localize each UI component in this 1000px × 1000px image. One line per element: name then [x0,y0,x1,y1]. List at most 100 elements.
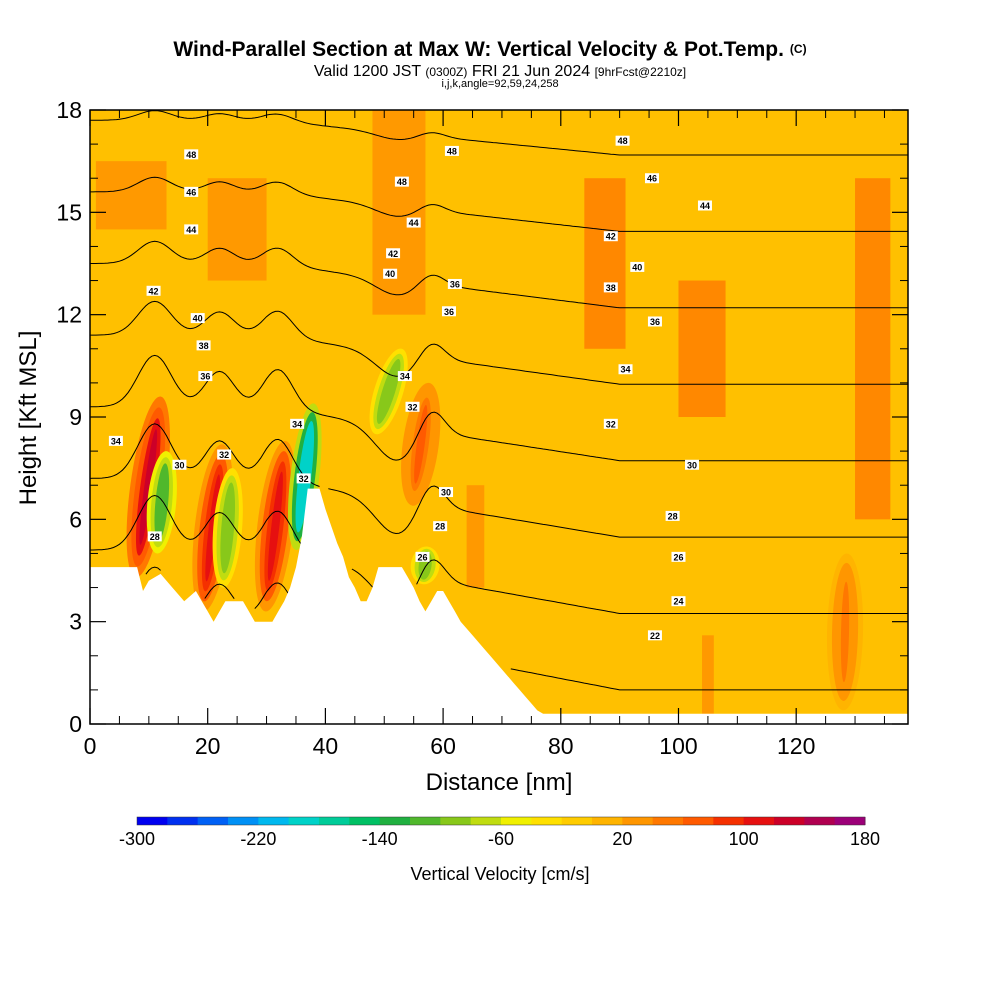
theta-contour-labels: 48 48 48 46 48 46 44 44 44 42 42 42 40 40 40 38 36 38 36 36… [108,135,712,641]
contour-label: 26 [671,551,686,562]
contour-label: 34 [290,418,305,429]
svg-text:36: 36 [200,372,210,382]
svg-text:42: 42 [149,286,159,296]
y-axis-label: Height [Kft MSL] [15,331,42,506]
y-tick-label: 3 [69,609,82,635]
theta-contour [90,494,908,614]
svg-text:48: 48 [447,146,457,156]
y-tick-label: 18 [56,97,82,123]
svg-text:48: 48 [618,136,628,146]
y-tick-label: 0 [69,711,82,737]
contour-label: 28 [665,510,680,521]
svg-text:34: 34 [111,436,121,446]
colorbar-swatch [683,817,714,825]
colorbar-swatch [288,817,320,825]
terrain-mask [90,488,908,724]
colorbar-swatch [470,817,502,825]
svg-text:30: 30 [174,460,184,470]
contour-label: 48 [184,149,199,160]
colorbar-swatch [592,817,623,825]
contour-label: 42 [603,231,618,242]
contour-label: 28 [147,531,162,542]
contour-label: 44 [184,224,199,235]
colorbar-tick-label: -60 [488,829,514,849]
svg-text:40: 40 [385,269,395,279]
svg-text:24: 24 [673,597,683,607]
contour-label: 32 [405,401,420,412]
contour-label: 32 [217,449,232,460]
colorbar-swatch [349,817,381,825]
contour-label: 44 [697,200,712,211]
updraft-core [205,474,221,582]
colorbar-swatch [137,817,168,825]
colorbar-swatch [774,817,805,825]
contour-label: 48 [615,135,630,146]
contour-label: 42 [146,285,161,296]
velocity-band [466,485,485,588]
colorbar-swatch [561,817,593,825]
x-tick-label: 100 [659,733,697,759]
colorbar-title: Vertical Velocity [cm/s] [410,864,589,884]
velocity-cores [126,348,864,711]
svg-text:28: 28 [150,532,160,542]
x-tick-label: 40 [313,733,339,759]
svg-text:28: 28 [668,511,678,521]
colorbar-swatch [501,817,532,825]
svg-text:26: 26 [673,552,683,562]
contour-label: 40 [190,313,205,324]
contour-label: 46 [645,173,660,184]
svg-text:42: 42 [388,249,398,259]
y-tick-label: 15 [56,199,82,225]
svg-text:28: 28 [435,522,445,532]
updraft-core [840,581,850,683]
updraft-core [267,471,283,581]
contour-label: 36 [447,278,462,289]
theta-contour [90,300,908,385]
colorbar-swatch [167,817,199,825]
contour-label: 44 [406,217,421,228]
contour-label: 30 [685,459,700,470]
colorbar-swatch [410,817,441,825]
theta-contour [90,176,908,232]
svg-text:30: 30 [687,460,697,470]
contour-label: 30 [172,459,187,470]
contour-label: 40 [630,261,645,272]
x-axis-label: Distance [nm] [426,769,573,796]
colorbar-swatch [713,817,745,825]
contour-label: 38 [196,340,211,351]
velocity-band [207,178,267,281]
svg-text:38: 38 [606,283,616,293]
y-tick-label: 6 [69,506,82,532]
theta-contour [145,566,908,691]
x-tick-label: 0 [84,733,97,759]
colorbar-swatch [622,817,654,825]
colorbar-swatch [440,817,472,825]
svg-text:42: 42 [606,232,616,242]
x-tick-label: 60 [430,733,456,759]
contour-label: 34 [397,371,412,382]
svg-text:26: 26 [417,552,427,562]
contour-label: 36 [647,316,662,327]
contour-label: 32 [603,418,618,429]
svg-text:32: 32 [299,474,309,484]
colorbar-tick-label: 180 [850,829,880,849]
contour-label: 36 [198,371,213,382]
contour-label: 36 [441,306,456,317]
contour-label: 34 [108,435,123,446]
grid-info: i,j,k,angle=92,59,24,258 [441,78,558,90]
y-tick-label: 9 [69,404,82,430]
colorbar-tick-label: 20 [612,829,632,849]
downdraft-core [376,358,401,424]
velocity-band [584,178,626,349]
plot-area: 48 48 48 46 48 46 44 44 44 42 42 42 40 40 40 38 36 38 36 36… [90,110,908,724]
colorbar-swatch [652,817,684,825]
svg-text:34: 34 [621,365,631,375]
colorbar-tick-label: 100 [729,829,759,849]
colorbar-tick-label: -300 [119,829,155,849]
svg-text:40: 40 [632,262,642,272]
svg-text:44: 44 [186,225,196,235]
svg-text:44: 44 [700,201,710,211]
svg-text:36: 36 [450,279,460,289]
velocity-band [855,178,891,520]
